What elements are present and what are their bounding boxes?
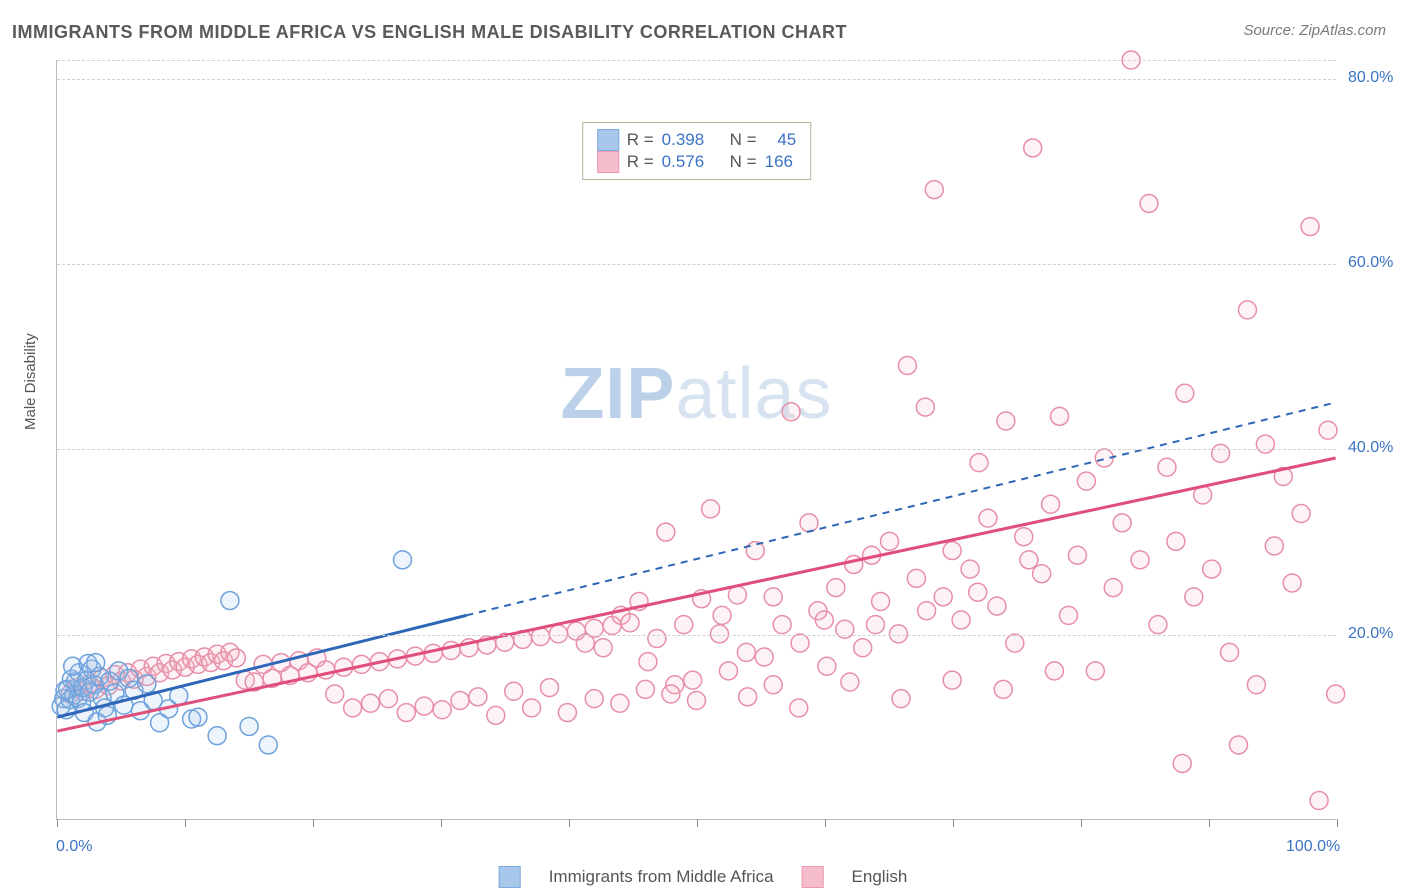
plot-area: ZIPatlas R = 0.398 N = 45 R = 0.576 N = … bbox=[56, 60, 1336, 820]
y-tick-label: 60.0% bbox=[1348, 254, 1393, 272]
x-tick-label: 100.0% bbox=[1286, 838, 1340, 856]
scatter-svg bbox=[57, 60, 1336, 819]
series-label-blue: Immigrants from Middle Africa bbox=[549, 867, 774, 887]
series-legend: Immigrants from Middle Africa English bbox=[499, 866, 908, 888]
y-tick-label: 20.0% bbox=[1348, 625, 1393, 643]
y-axis-label: Male Disability bbox=[22, 333, 39, 430]
series-label-pink: English bbox=[852, 867, 908, 887]
chart-title: IMMIGRANTS FROM MIDDLE AFRICA VS ENGLISH… bbox=[12, 22, 847, 43]
y-tick-label: 40.0% bbox=[1348, 439, 1393, 457]
y-tick-label: 80.0% bbox=[1348, 69, 1393, 87]
x-tick-label: 0.0% bbox=[56, 838, 92, 856]
swatch-blue-icon bbox=[499, 866, 521, 888]
source-attribution: Source: ZipAtlas.com bbox=[1243, 22, 1386, 39]
swatch-pink-icon bbox=[802, 866, 824, 888]
